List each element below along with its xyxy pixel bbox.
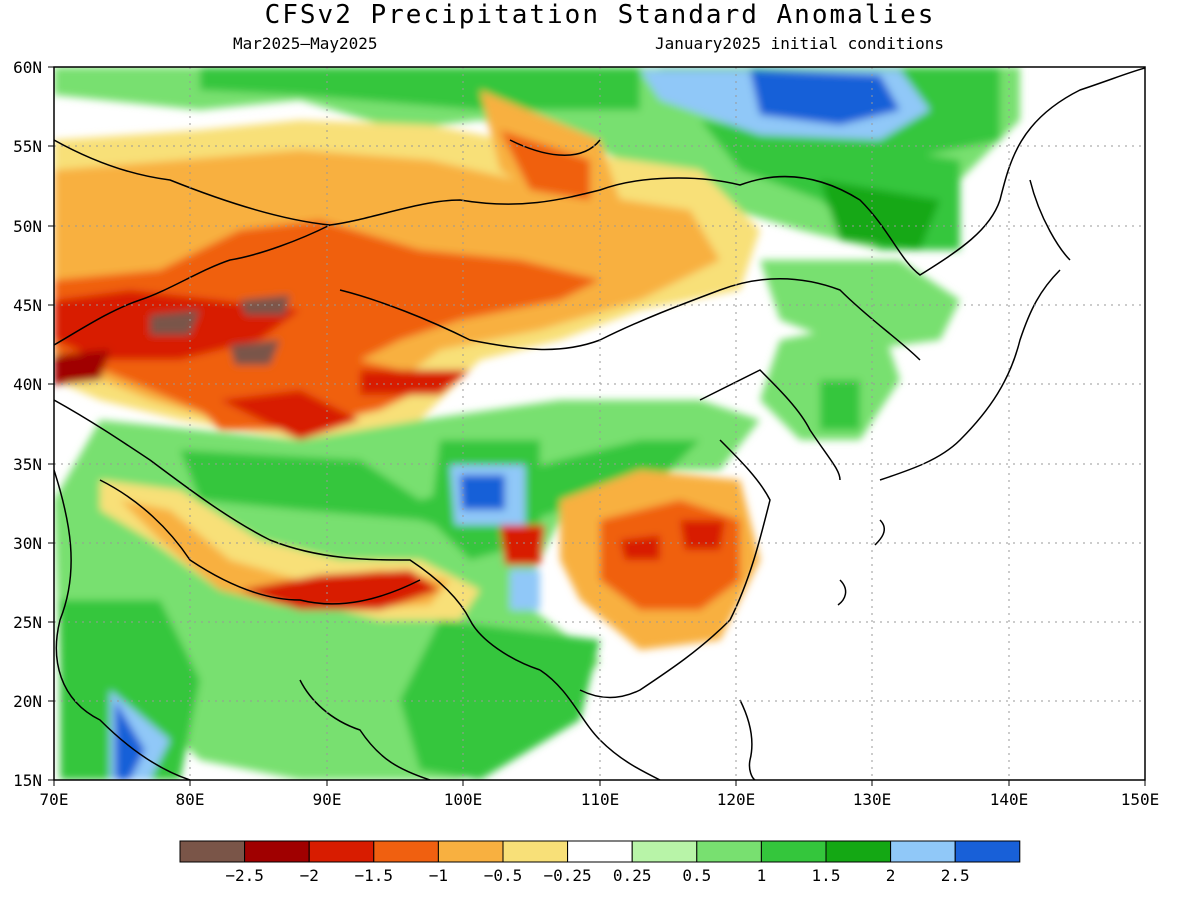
lon-label: 80E [176,790,205,809]
colorbar-label: 2.5 [941,866,970,885]
lat-label: 60N [13,58,42,77]
latitude-labels: 60N 55N 50N 45N 40N 35N 30N 25N 20N 15N [13,58,42,790]
anomaly-field [54,67,1145,780]
lon-label: 120E [717,790,756,809]
colorbar-label: 0.5 [682,866,711,885]
lon-label: 100E [444,790,483,809]
lat-label: 40N [13,375,42,394]
colorbar-swatch [373,840,439,863]
lat-label: 45N [13,296,42,315]
colorbar-label: 2 [886,866,896,885]
axis-ticks [48,66,1146,786]
colorbar-swatch [696,840,762,863]
colorbar-swatch [631,840,698,863]
colorbar-swatch [760,840,827,863]
lat-label: 15N [13,771,42,790]
lon-label: 130E [853,790,892,809]
colorbar-swatch [567,840,633,863]
colorbar-swatch [954,840,1021,863]
colorbar-label: −0.25 [544,866,592,885]
lat-label: 30N [13,534,42,553]
colorbar-label: −1.5 [355,866,394,885]
lon-label: 90E [313,790,342,809]
colorbar-label: −0.5 [484,866,523,885]
colorbar-swatch [502,840,569,863]
colorbar [179,840,1021,863]
forecast-period: Mar2025–May2025 [233,34,378,53]
colorbar-label: −1 [429,866,448,885]
lon-label: 140E [990,790,1029,809]
lat-label: 25N [13,613,42,632]
lat-label: 35N [13,455,42,474]
colorbar-label: 1 [757,866,767,885]
country-borders [54,67,1145,780]
colorbar-label: −2.5 [225,866,264,885]
lat-label: 20N [13,692,42,711]
colorbar-swatch [308,840,375,863]
lon-label: 70E [40,790,69,809]
colorbar-label: 1.5 [812,866,841,885]
colorbar-labels: −2.5 −2 −1.5 −1 −0.5 −0.25 0.25 0.5 1 1.… [225,866,969,885]
lat-label: 55N [13,137,42,156]
colorbar-label: −2 [300,866,319,885]
colorbar-swatch [179,840,246,863]
map-title: CFSv2 Precipitation Standard Anomalies [264,0,936,30]
lat-label: 50N [13,217,42,236]
colorbar-swatch [244,840,310,863]
lon-label: 150E [1121,790,1160,809]
initial-conditions: January2025 initial conditions [655,34,944,53]
colorbar-swatch [890,840,956,863]
colorbar-label: 0.25 [613,866,652,885]
colorbar-swatch [825,840,892,863]
lon-label: 110E [581,790,620,809]
colorbar-swatch [437,840,504,863]
longitude-labels: 70E 80E 90E 100E 110E 120E 130E 140E 150… [40,790,1160,809]
